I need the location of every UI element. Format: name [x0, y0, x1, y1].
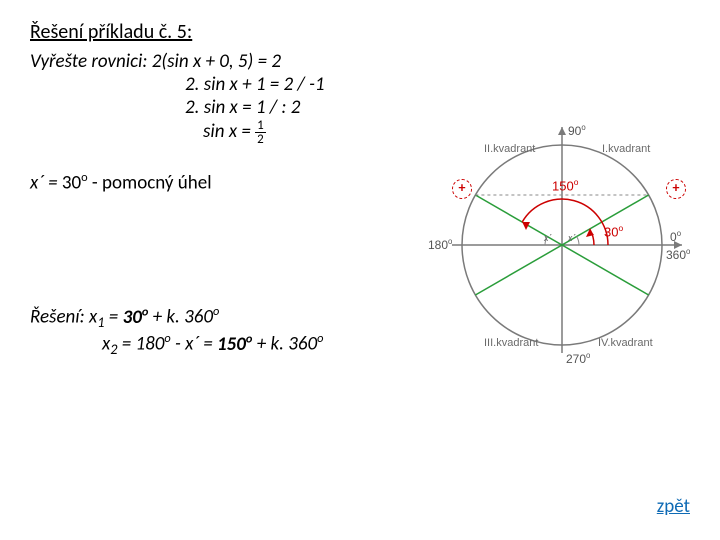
subtitle-prefix: Vyřešte rovnici: — [30, 50, 152, 73]
sol2-plus: + k. 360 — [252, 333, 317, 356]
plus-icon-q2: + — [452, 179, 472, 199]
frac-num: 1 — [255, 119, 266, 133]
xprime-arc-r — [577, 237, 579, 246]
diagram-svg — [422, 115, 702, 375]
fraction: 12 — [255, 119, 266, 146]
sol2-x: x — [102, 333, 110, 356]
sol2-eq: = 180 — [117, 333, 164, 356]
ang-150: 150o — [552, 177, 578, 193]
frac-den: 2 — [255, 133, 266, 146]
deg-90: 90o — [568, 123, 586, 138]
deg-0: 0o — [670, 229, 681, 244]
y-arrow — [558, 127, 566, 135]
sol-label: Řešení: — [30, 306, 89, 329]
sol1-eq: = — [105, 306, 123, 329]
red-arc-150 — [522, 199, 608, 245]
aux-x: x´ = — [30, 171, 62, 194]
sol2-mid: - x´ = — [171, 333, 217, 356]
eq4-prefix: sin x = — [203, 120, 255, 143]
sol1-v1: 30 — [123, 306, 142, 329]
aux-suffix: - pomocný úhel — [88, 171, 212, 194]
ang-30: 30o — [604, 223, 623, 239]
sol2-deg3: o — [317, 331, 323, 346]
unit-circle-diagram: I.kvadrant II.kvadrant III.kvadrant IV.k… — [422, 115, 702, 375]
sol1-plus: + k. 360 — [148, 306, 213, 329]
sol1-sub: 1 — [97, 313, 104, 331]
eq2: 2. sin x + 1 = 2 / -1 — [30, 73, 690, 96]
q4-label: IV.kvadrant — [598, 337, 653, 349]
eq1: 2(sin x + 0, 5) = 2 — [152, 50, 281, 73]
back-link[interactable]: zpět — [657, 495, 690, 518]
q2-label: II.kvadrant — [484, 143, 535, 155]
deg-270: 270o — [566, 351, 590, 366]
xprime-l: x´ — [544, 231, 551, 244]
deg-360: 360o — [666, 247, 690, 262]
q3-label: III.kvadrant — [484, 337, 538, 349]
deg-180: 180o — [428, 237, 452, 252]
sol2-v: 150 — [217, 333, 246, 356]
q1-label: I.kvadrant — [602, 143, 650, 155]
plus-icon-q1: + — [666, 179, 686, 199]
xprime-r: x´ — [568, 231, 575, 244]
page-title: Řešení příkladu č. 5: — [30, 20, 690, 44]
sol1-deg2: o — [213, 304, 219, 319]
equation-block: Vyřešte rovnici: 2(sin x + 0, 5) = 2 — [30, 50, 690, 73]
aux-val: 30 — [62, 171, 81, 194]
